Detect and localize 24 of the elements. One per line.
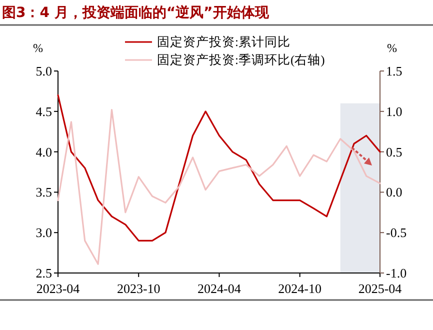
y2-tick-label: -1.0 — [386, 266, 407, 280]
y-tick-label: 3.5 — [36, 184, 52, 200]
y-tick-label: 5.0 — [36, 64, 52, 78]
y2-tick-label: 1.5 — [386, 64, 402, 78]
line-series — [57, 108, 381, 265]
x-tick-label: 2025-04 — [358, 281, 402, 296]
y2-tick-label: 0.0 — [386, 184, 402, 200]
legend-label: 固定资产投资:累计同比 — [157, 35, 290, 49]
y2-axis-title: % — [387, 41, 397, 55]
y2-tick-label: -0.5 — [386, 225, 407, 240]
line-series — [57, 94, 381, 242]
x-tick-label: 2024-10 — [278, 281, 322, 296]
x-tick-label: 2024-04 — [198, 281, 242, 296]
y2-tick-label: 0.5 — [386, 144, 402, 160]
y-axis-title: % — [33, 41, 43, 55]
y-tick-label: 4.0 — [36, 144, 52, 160]
y-tick-label: 2.5 — [36, 266, 52, 280]
x-tick-label: 2023-10 — [116, 281, 160, 296]
chart-title: 图3：4 月，投资端面临的“逆风”开始体现 — [2, 4, 270, 21]
y2-tick-label: 1.0 — [386, 104, 402, 119]
legend-label: 固定资产投资:季调环比(右轴) — [157, 53, 325, 67]
x-tick-label: 2023-04 — [36, 281, 80, 296]
y-tick-label: 4.5 — [36, 104, 52, 119]
y-tick-label: 3.0 — [36, 225, 52, 240]
